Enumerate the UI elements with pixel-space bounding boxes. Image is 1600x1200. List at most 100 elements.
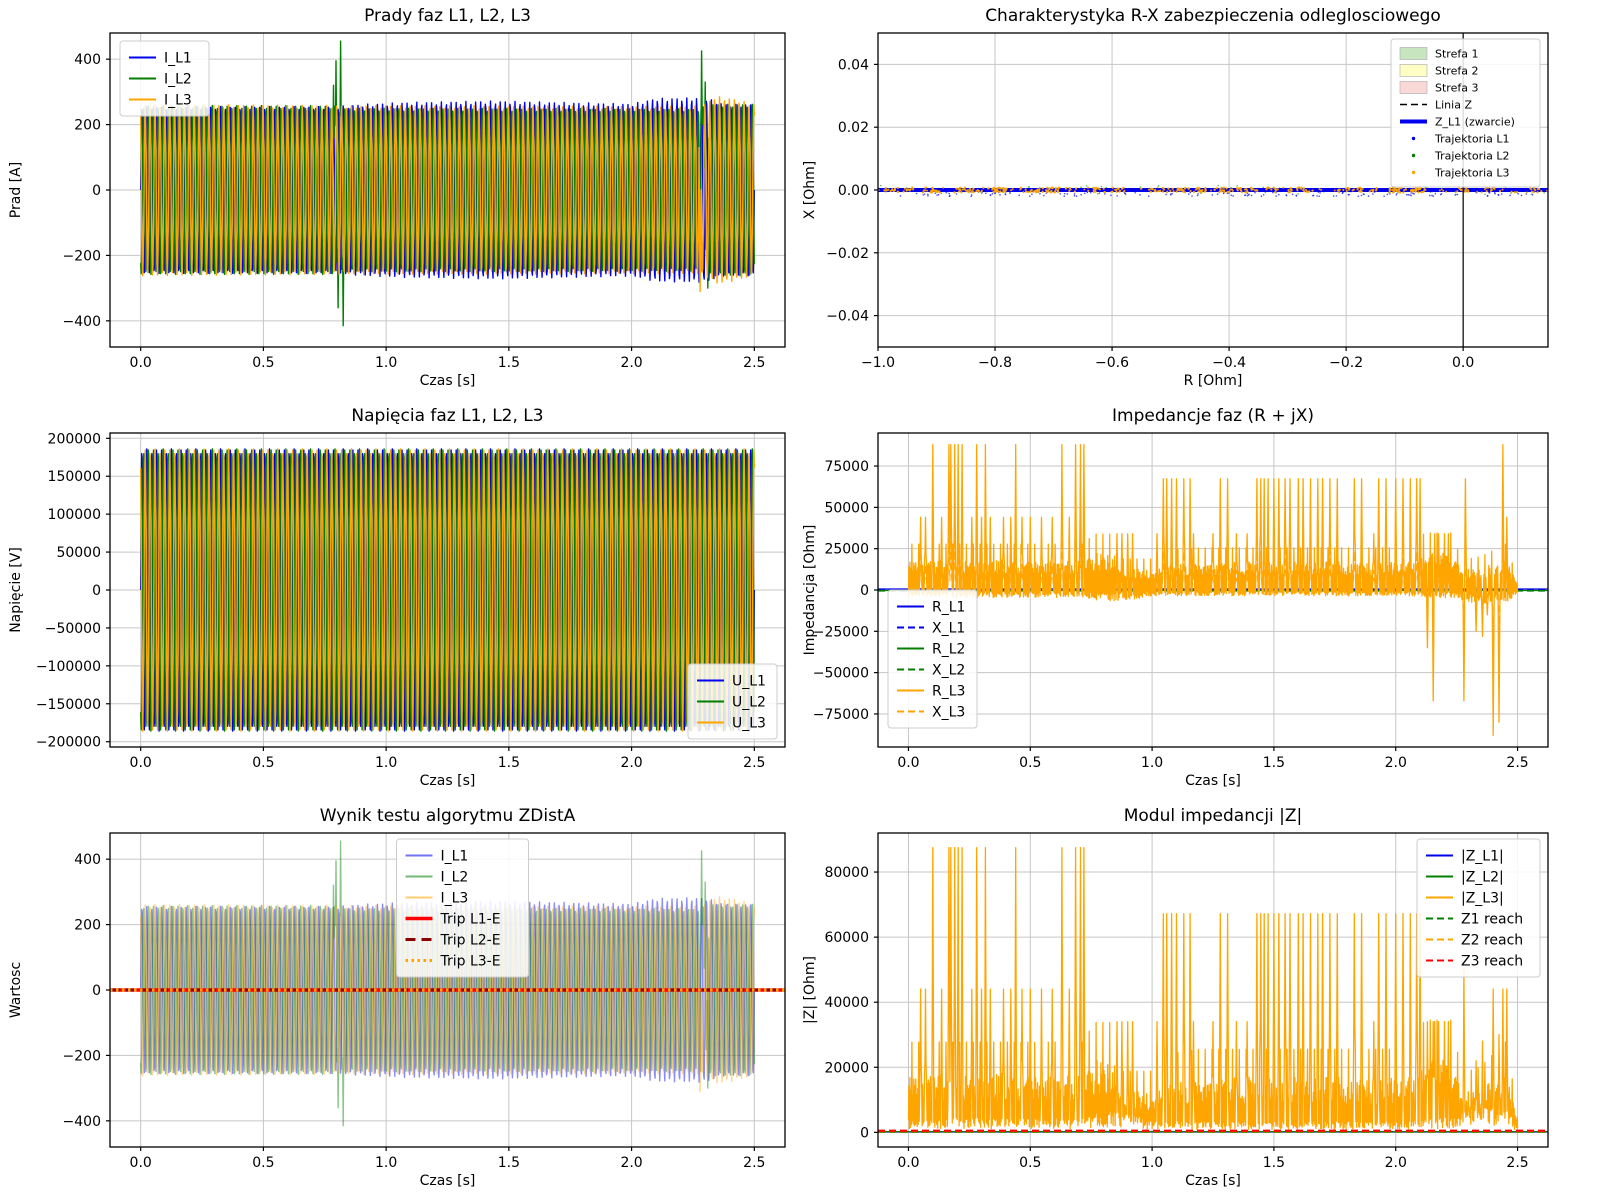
- trajektoria-l3-point: [1209, 189, 1212, 192]
- y-axis-label: Napięcie [V]: [8, 547, 24, 633]
- trajektoria-l1-point: [1396, 192, 1398, 195]
- legend-label: I_L1: [441, 848, 469, 864]
- trajektoria-l3-point: [931, 190, 934, 193]
- trajektoria-l3-point: [1467, 190, 1470, 193]
- series-U_L3: [140, 448, 755, 732]
- trajektoria-l3-point: [1156, 186, 1159, 189]
- trajektoria-l1-point: [1332, 195, 1335, 197]
- trajektoria-l3-point: [1480, 191, 1483, 194]
- trajektoria-l3-point: [1228, 190, 1231, 193]
- legend-label: Strefa 1: [1435, 47, 1478, 60]
- trajektoria-l3-point: [1320, 188, 1323, 191]
- x-tick-label: −1.0: [861, 355, 895, 371]
- trajektoria-l3-point: [972, 187, 975, 190]
- trajektoria-l1-point: [991, 193, 994, 195]
- trajektoria-l3-point: [1244, 191, 1247, 194]
- series-I_L1: [140, 97, 755, 283]
- axes: 0.0 0.5 1.0 1.5 2.0 2.5 −75000 −50000 −25000 0 250…: [802, 406, 1549, 789]
- trajektoria-l1-point: [1262, 193, 1265, 196]
- legend-marker: [1411, 153, 1416, 158]
- trajektoria-l3-point: [1159, 189, 1162, 192]
- trajektoria-l3-point: [1424, 188, 1427, 192]
- trajektoria-l1-point: [948, 195, 951, 198]
- trajektoria-l3-point: [1178, 187, 1181, 190]
- trajektoria-l1-point: [1232, 195, 1234, 197]
- trajektoria-l1-point: [1509, 194, 1511, 197]
- trajektoria-l3-point: [1333, 189, 1336, 192]
- y-tick-label: 80000: [824, 865, 869, 881]
- legend-label: Trajektoria L2: [1434, 149, 1510, 162]
- y-axis-label: Impedancja [Ohm]: [802, 525, 818, 656]
- trajektoria-l3-point: [1336, 189, 1339, 192]
- trajektoria-l3-point: [1483, 188, 1486, 191]
- trajektoria-l3-point: [912, 188, 915, 191]
- trajektoria-l1-point: [1316, 195, 1318, 197]
- x-tick-label: −0.6: [1095, 355, 1129, 371]
- panel-phase-currents-chart: 0.0 0.5 1.0 1.5 2.0 2.5 −400 −200 0 200 400 Prady f…: [0, 0, 800, 400]
- trajektoria-l1-point: [937, 193, 940, 196]
- trajektoria-l3-point: [1189, 189, 1192, 193]
- trajektoria-l3-point: [998, 186, 1001, 189]
- x-tick-label: 0.0: [130, 355, 152, 371]
- legend-marker: [1411, 170, 1416, 175]
- trajektoria-l2-point: [1124, 193, 1127, 196]
- trajektoria-l3-point: [959, 186, 962, 189]
- trajektoria-l3-point: [1418, 188, 1421, 191]
- trajektoria-l3-point: [1256, 189, 1259, 192]
- trajektoria-l1-point: [1139, 194, 1141, 196]
- trajektoria-l3-point: [1351, 189, 1354, 192]
- trajektoria-l3-point: [1438, 189, 1441, 192]
- trajektoria-l3-point: [959, 189, 962, 192]
- trajektoria-l3-point: [942, 186, 945, 189]
- trajektoria-l3-point: [1533, 188, 1536, 191]
- trajektoria-l1-point: [936, 194, 938, 196]
- trajektoria-l3-point: [1304, 188, 1308, 192]
- legend-label: Trip L1-E: [440, 911, 501, 927]
- trajektoria-l1-point: [1059, 192, 1062, 195]
- trajektoria-l3-point: [1358, 190, 1361, 193]
- trajektoria-l1-point: [1165, 193, 1167, 196]
- trajektoria-l3-point: [1345, 189, 1348, 193]
- trajektoria-l3-point: [1231, 189, 1234, 192]
- trajektoria-l1-point: [994, 192, 996, 195]
- trajektoria-l3-point: [1123, 189, 1126, 192]
- trajektoria-l3-point: [929, 191, 932, 194]
- trajektoria-l1-point: [1244, 194, 1246, 197]
- y-axis-label: X [Ohm]: [802, 161, 818, 220]
- x-tick-label: 0.0: [897, 755, 919, 771]
- legend: I_L1 I_L2 I_L3 Trip L1-E Trip L2-E Trip L3-E: [396, 838, 529, 978]
- trajektoria-l1-point: [1230, 194, 1233, 196]
- y-tick-label: 150000: [48, 469, 101, 485]
- trajektoria-l3-point: [1176, 188, 1179, 192]
- trajektoria-l1-point: [1488, 191, 1490, 194]
- trajektoria-l1-point: [1073, 193, 1076, 195]
- trajektoria-l3-point: [1501, 188, 1504, 191]
- x-tick-label: 0.5: [252, 355, 274, 371]
- trajektoria-l3-point: [936, 191, 939, 194]
- trajektoria-l3-point: [1530, 190, 1533, 193]
- trajektoria-l2-point: [1264, 191, 1267, 194]
- legend-label: |Z_L1|: [1461, 848, 1504, 864]
- trajektoria-l1-point: [1383, 195, 1385, 197]
- trajektoria-l3-point: [1250, 188, 1253, 191]
- y-tick-label: 0.02: [838, 120, 869, 136]
- trajektoria-l3-point: [1222, 186, 1225, 189]
- legend-label: I_L1: [164, 50, 192, 66]
- legend-label: R_L2: [932, 641, 965, 657]
- trajektoria-l3-point: [1239, 186, 1242, 190]
- trajektoria-l1-point: [1084, 192, 1086, 195]
- x-tick-label: 0.0: [897, 1155, 919, 1171]
- trajektoria-l1-point: [1039, 192, 1041, 195]
- trajektoria-l3-point: [1175, 190, 1178, 193]
- trajektoria-l3-point: [1180, 188, 1183, 191]
- trajektoria-l1-point: [1372, 193, 1374, 195]
- series-U_L1: [140, 448, 755, 732]
- trajektoria-l1-point: [1395, 194, 1398, 196]
- legend: Strefa 1 Strefa 2 Strefa 3 Linia Z Z_L1 (zwa…: [1390, 38, 1541, 188]
- legend-label: Trip L2-E: [440, 932, 501, 948]
- trajektoria-l1-point: [1075, 195, 1078, 197]
- trajektoria-l3-point: [1302, 189, 1305, 192]
- trajektoria-l3-point: [996, 187, 999, 190]
- trajektoria-l1-point: [1028, 195, 1031, 197]
